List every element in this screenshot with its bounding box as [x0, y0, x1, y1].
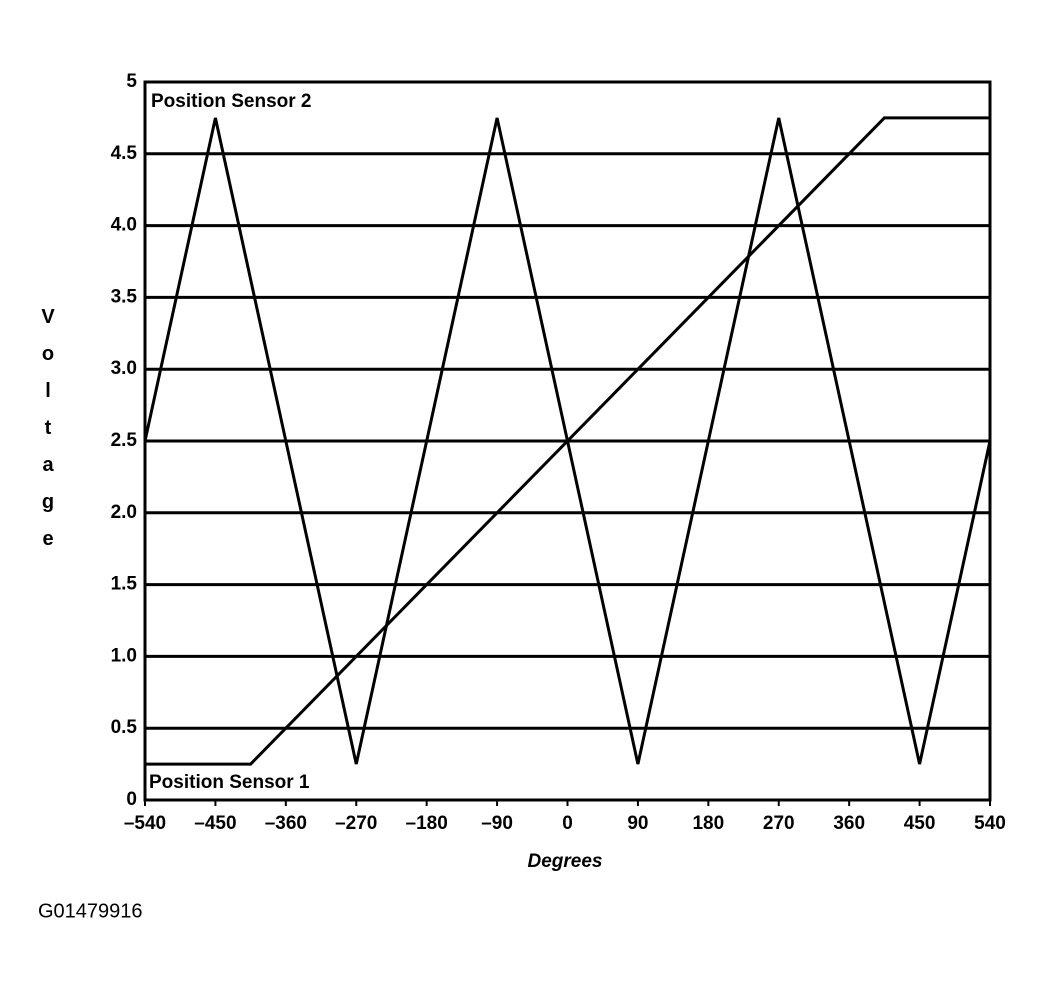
x-tick-label: 360: [833, 813, 865, 834]
x-tick-label: 0: [562, 813, 573, 834]
y-tick-label: 2.0: [111, 502, 137, 523]
x-tick-label: –450: [194, 813, 236, 834]
y-tick-label: 5: [126, 71, 137, 92]
figure-id: G01479916: [38, 900, 143, 922]
y-tick-label: 2.5: [111, 430, 138, 451]
x-tick-label: –180: [406, 813, 448, 834]
x-tick-label: 180: [692, 813, 724, 834]
y-tick-label: 4.5: [111, 143, 138, 164]
y-tick-label: 0.5: [111, 717, 138, 738]
x-tick-label: –90: [481, 813, 513, 834]
x-tick-label: 540: [974, 813, 1006, 834]
y-axis-title: Voltage: [37, 306, 59, 565]
series-label: Position Sensor 1: [149, 772, 310, 793]
series-label: Position Sensor 2: [151, 91, 311, 112]
y-tick-label: 3.5: [111, 286, 138, 307]
x-axis-title: Degrees: [528, 851, 603, 872]
x-tick-label: –540: [124, 813, 166, 834]
x-tick-label: –270: [335, 813, 377, 834]
x-tick-label: –360: [265, 813, 307, 834]
series-line: [145, 116, 990, 766]
y-tick-label: 0: [126, 789, 137, 810]
y-tick-label: 1.0: [111, 645, 137, 666]
y-tick-label: 3.0: [111, 358, 137, 379]
y-tick-label: 1.5: [111, 574, 138, 595]
y-tick-label: 4.0: [111, 215, 137, 236]
x-tick-label: 450: [904, 813, 936, 834]
x-tick-label: 270: [763, 813, 795, 834]
x-tick-label: 90: [627, 813, 648, 834]
